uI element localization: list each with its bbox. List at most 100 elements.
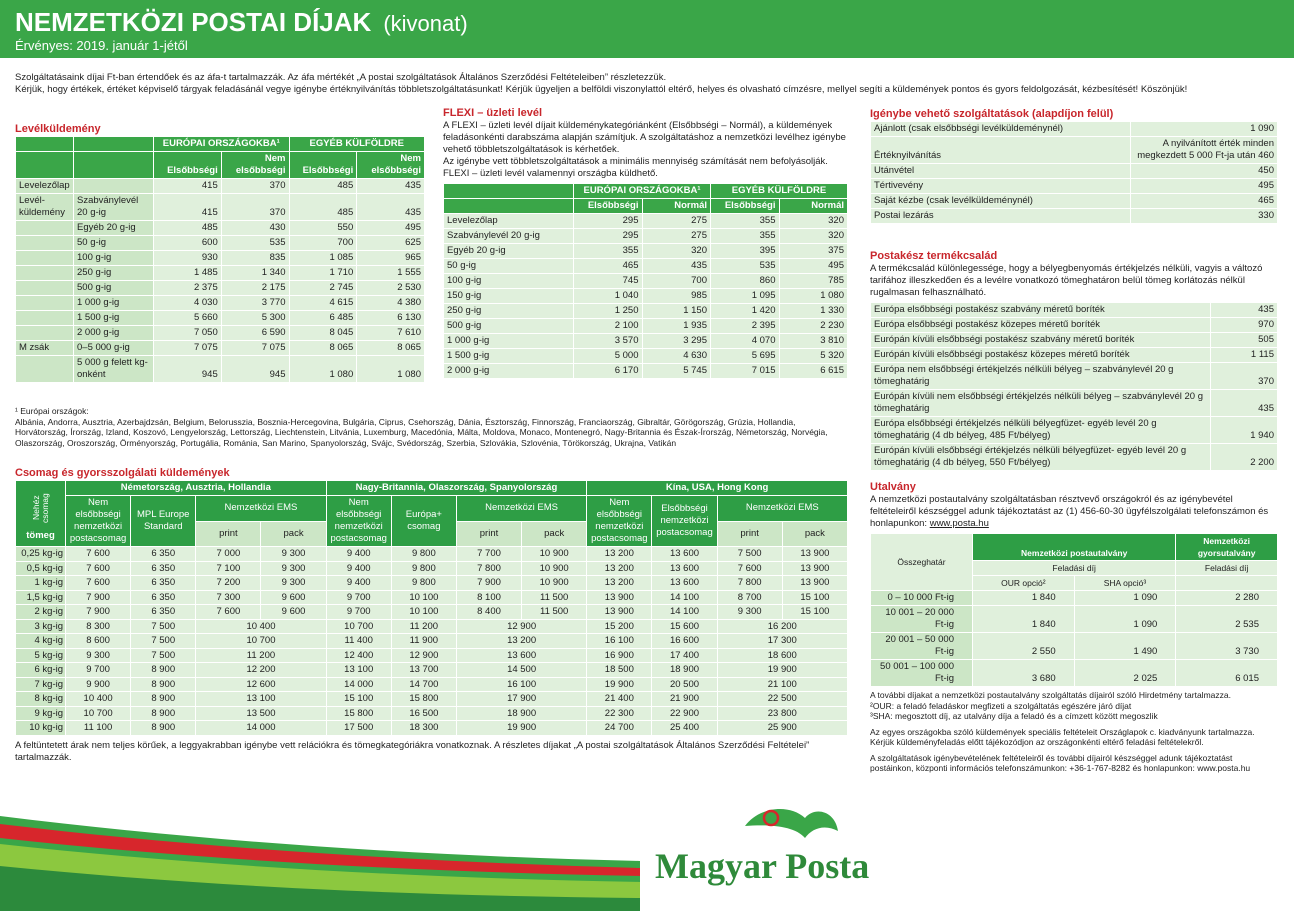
cell: 9 900	[64, 676, 132, 692]
cell: 7 800	[716, 575, 783, 591]
row: 0,5 kg-ig 7 600 6 350 7 100 9 300 9 400 9 800 7…	[15, 560, 849, 576]
cell: 13 200	[455, 633, 588, 649]
cell: 985	[641, 288, 711, 304]
note: Az egyes országokba szóló küldemények sp…	[870, 726, 1255, 748]
cell: 11 500	[521, 604, 588, 620]
text: A nemzetközi postautalvány szolgáltatásb…	[870, 494, 1269, 529]
row-label: Európán kívüli elsőbbségi postakész szab…	[870, 332, 1211, 348]
cell: 7 500	[130, 647, 197, 663]
corner	[73, 151, 154, 179]
row-label: 20 001 – 50 000 Ft-ig	[870, 632, 973, 660]
cell: 3 810	[778, 333, 848, 349]
cell: 485	[153, 220, 222, 236]
cell: 1 490	[1073, 632, 1177, 660]
cell: 370	[1210, 362, 1278, 390]
row-label: Levelezőlap	[15, 178, 74, 194]
sub-header: pack	[781, 520, 849, 547]
row-label: 150 g-ig	[443, 288, 574, 304]
cell: 6 015	[1175, 659, 1278, 687]
cell: 7 075	[153, 340, 222, 356]
cell: 9 700	[325, 589, 392, 605]
row-label: 0,25 kg-ig	[15, 546, 66, 562]
title: NEMZETKÖZI POSTAI DÍJAK	[15, 7, 372, 37]
row-label: Európa elsőbbségi postakész szabvány mér…	[870, 302, 1211, 318]
cell: 4 070	[710, 333, 780, 349]
row-label: 1 000 g-ig	[73, 295, 154, 311]
cell: 16 100	[455, 676, 588, 692]
services-table: Ajánlott (csak elsőbbségi levélküldemény…	[870, 121, 1278, 224]
link[interactable]: www.posta.hu	[929, 518, 989, 529]
cell: 450	[1130, 163, 1278, 179]
cell: 465	[1130, 193, 1278, 209]
cell: 9 700	[64, 662, 132, 678]
cell: 1 940	[1210, 416, 1278, 444]
cell: 8 900	[130, 705, 197, 721]
cell: 13 600	[651, 546, 718, 562]
row: 5 kg-ig 9 300 7 500 11 200 12 400 12 900 13 60…	[15, 647, 849, 663]
cell: 3 680	[972, 659, 1075, 687]
cell: 435	[1210, 302, 1278, 318]
group-header: EGYÉB KÜLFÖLDRE	[710, 183, 848, 199]
cell: 15 100	[325, 691, 392, 707]
cell: 1 085	[288, 250, 358, 266]
row-label	[15, 280, 74, 296]
cell: 13 100	[195, 691, 327, 707]
cell: 21 900	[651, 691, 718, 707]
paragraph: Az igénybe vett többletszolgáltatások a …	[443, 156, 828, 167]
cell: 745	[573, 273, 643, 289]
cell: 16 200	[716, 618, 849, 634]
cell: 13 900	[586, 589, 653, 605]
cell: 7 900	[455, 575, 523, 591]
cell: 2 025	[1073, 659, 1177, 687]
cell: 15 200	[586, 618, 653, 634]
cell: 1 250	[573, 303, 643, 319]
row-label: 50 001 – 100 000 Ft-ig	[870, 659, 973, 687]
corner	[443, 198, 574, 214]
cell: 9 300	[260, 560, 327, 576]
cell: 7 600	[64, 560, 132, 576]
cell: 7 900	[64, 604, 132, 620]
cell: 8 065	[288, 340, 358, 356]
cell: 13 700	[390, 662, 457, 678]
services-section: Igénybe vehető szolgáltatások (alapdíjon…	[870, 107, 1278, 224]
cell: 6 615	[778, 363, 848, 379]
row: Levelezőlap 415 370 485 435	[15, 178, 425, 194]
parcels-table: Nehéz csomag tömeg Németország, Ausztria, …	[15, 480, 849, 736]
cell: 3 770	[220, 295, 290, 311]
cell: 7 610	[356, 325, 425, 341]
cell: 945	[220, 355, 290, 383]
cell: 11 200	[195, 647, 327, 663]
cell: 505	[1210, 332, 1278, 348]
row-label: Ajánlott (csak elsőbbségi levélküldemény…	[870, 121, 1131, 137]
cell: 370	[220, 178, 290, 194]
cell: 13 600	[651, 575, 718, 591]
row-label: Európán kívüli elsőbbségi postakész köze…	[870, 347, 1211, 363]
cell: 1 330	[778, 303, 848, 319]
cell: 13 900	[781, 560, 849, 576]
cell: 14 100	[651, 589, 718, 605]
cell: A nyilvánított érték minden megkezdett 5…	[1130, 136, 1278, 164]
row: 9 kg-ig 10 700 8 900 13 500 15 800 16 500 18 9…	[15, 705, 849, 721]
sub-header: print	[455, 520, 523, 547]
cell: 320	[641, 243, 711, 259]
cell: 9 400	[325, 546, 392, 562]
row: 1 000 g-ig 3 570 3 295 4 070 3 810	[443, 333, 848, 349]
cell: 13 900	[781, 546, 849, 562]
cell: 1 710	[288, 265, 358, 281]
cell: 535	[710, 258, 780, 274]
row-label: 2 000 g-ig	[73, 325, 154, 341]
cell: 700	[641, 273, 711, 289]
cell: 1 935	[641, 318, 711, 334]
row: Tértivevény 495	[870, 178, 1278, 194]
row-label: Egyéb 20 g-ig	[73, 220, 154, 236]
section-title: Postakész termékcsalád	[870, 250, 998, 262]
cell: 13 900	[781, 575, 849, 591]
column-header: Európa+ csomag	[390, 495, 457, 547]
cell: 14 100	[651, 604, 718, 620]
cell: 18 900	[651, 662, 718, 678]
cell: 5 660	[153, 310, 222, 326]
row-label: 50 g-ig	[73, 235, 154, 251]
row: Európa elsőbbségi postakész szabvány mér…	[870, 302, 1278, 318]
cell: 23 800	[716, 705, 849, 721]
column-header: Nem elsőbbségi nemzetközi postacsomag	[64, 495, 132, 547]
